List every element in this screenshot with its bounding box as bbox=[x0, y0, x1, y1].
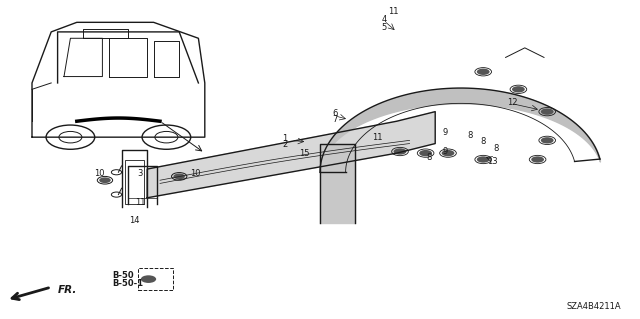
Text: 13: 13 bbox=[488, 157, 498, 166]
Text: B-50: B-50 bbox=[112, 271, 134, 280]
Text: 9: 9 bbox=[442, 128, 447, 137]
Text: 12: 12 bbox=[507, 98, 517, 107]
Text: 4: 4 bbox=[381, 15, 387, 24]
Text: 1: 1 bbox=[282, 134, 287, 143]
Text: 3: 3 bbox=[137, 169, 142, 178]
Text: 7: 7 bbox=[332, 115, 337, 124]
Text: 15: 15 bbox=[299, 149, 309, 158]
Polygon shape bbox=[320, 144, 355, 223]
Circle shape bbox=[541, 108, 554, 115]
Text: B-50-1: B-50-1 bbox=[112, 279, 143, 288]
Text: 8: 8 bbox=[481, 137, 486, 146]
Circle shape bbox=[477, 156, 490, 163]
Text: 8: 8 bbox=[493, 144, 499, 153]
Circle shape bbox=[141, 275, 156, 283]
Text: SZA4B4211A: SZA4B4211A bbox=[566, 302, 621, 311]
Text: 9: 9 bbox=[442, 147, 447, 156]
Text: 8: 8 bbox=[426, 153, 431, 162]
Text: 11: 11 bbox=[388, 7, 399, 16]
Text: 8: 8 bbox=[468, 131, 473, 140]
Circle shape bbox=[394, 148, 406, 155]
Text: FR.: FR. bbox=[58, 285, 77, 295]
Text: 10: 10 bbox=[190, 169, 200, 178]
Circle shape bbox=[512, 86, 525, 93]
Polygon shape bbox=[147, 112, 435, 198]
Text: 14: 14 bbox=[129, 216, 140, 225]
Circle shape bbox=[442, 150, 454, 156]
Circle shape bbox=[419, 150, 432, 156]
Text: 6: 6 bbox=[332, 109, 337, 118]
Text: 5: 5 bbox=[381, 23, 387, 32]
Text: 11: 11 bbox=[136, 198, 146, 207]
Text: 11: 11 bbox=[372, 133, 383, 142]
Circle shape bbox=[99, 177, 111, 183]
Circle shape bbox=[477, 69, 490, 75]
Text: 10: 10 bbox=[94, 169, 104, 178]
Circle shape bbox=[531, 156, 544, 163]
Text: 2: 2 bbox=[282, 140, 287, 149]
Circle shape bbox=[541, 137, 554, 144]
Circle shape bbox=[173, 174, 185, 179]
